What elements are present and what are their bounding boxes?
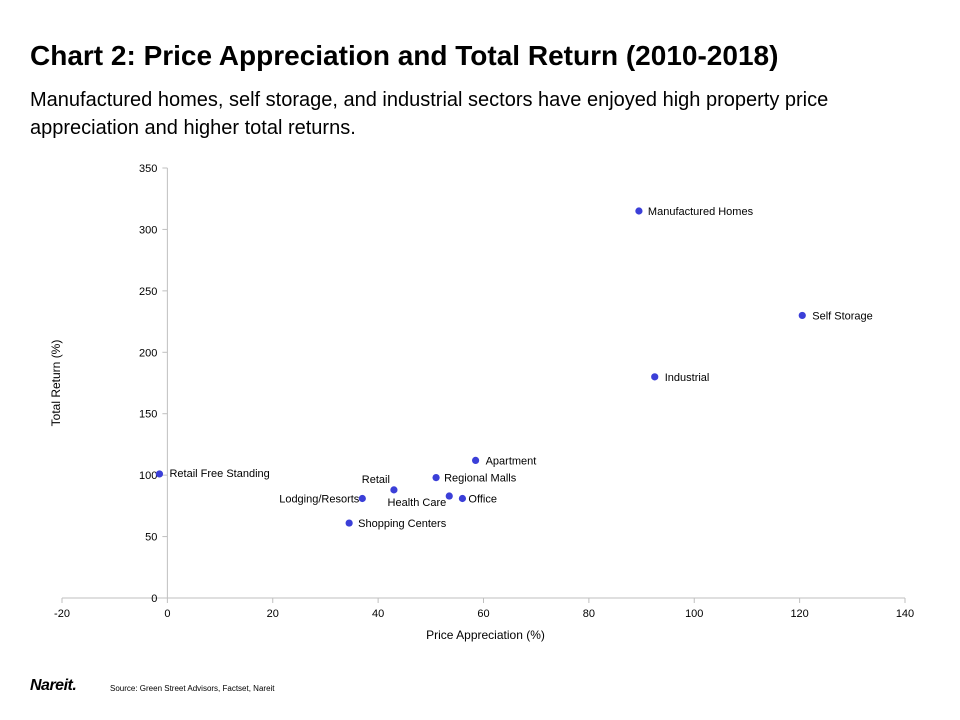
point-label-lodging-resorts: Lodging/Resorts: [279, 493, 360, 505]
x-tick-label: 80: [583, 608, 595, 620]
point-label-retail: Retail: [362, 474, 390, 486]
point-apartment: [471, 456, 480, 464]
x-tick-label: 60: [477, 608, 489, 620]
y-tick-label: 350: [139, 163, 157, 175]
point-retail-free-standing: [155, 470, 164, 478]
point-label-shopping-centers: Shopping Centers: [358, 518, 447, 530]
point-shopping-centers: [345, 519, 353, 527]
point-health-care: [445, 492, 453, 500]
y-tick-label: 250: [139, 286, 157, 298]
point-industrial: [651, 373, 659, 381]
source-note: Source: Green Street Advisors, Factset, …: [110, 684, 275, 693]
x-tick-label: 20: [267, 608, 279, 620]
point-label-office: Office: [468, 493, 497, 505]
x-tick-label: 40: [372, 608, 384, 620]
point-label-apartment: Apartment: [486, 455, 537, 467]
x-tick-label: 120: [790, 608, 808, 620]
y-tick-label: 100: [139, 470, 157, 482]
y-axis-title: Total Return (%): [49, 340, 63, 427]
y-tick-label: 150: [139, 409, 157, 421]
y-tick-label: 50: [145, 532, 157, 544]
y-tick-label: 0: [151, 593, 157, 605]
nareit-logo: Nareit.: [30, 677, 77, 694]
point-label-self-storage: Self Storage: [812, 310, 873, 322]
point-label-manufactured-homes: Manufactured Homes: [648, 206, 754, 218]
x-tick-label: 0: [164, 608, 170, 620]
point-label-regional-malls: Regional Malls: [444, 473, 517, 485]
chart-subtitle: Manufactured homes, self storage, and in…: [30, 89, 829, 139]
x-axis-title: Price Appreciation (%): [426, 628, 545, 642]
point-office: [458, 494, 467, 503]
x-tick-label: 100: [685, 608, 703, 620]
x-tick-label: 140: [896, 608, 914, 620]
point-self-storage: [798, 311, 806, 320]
point-retail: [390, 486, 398, 494]
point-label-health-care: Health Care: [388, 497, 447, 509]
point-regional-malls: [432, 474, 440, 482]
point-label-retail-free-standing: Retail Free Standing: [169, 468, 269, 480]
point-lodging-resorts: [358, 494, 366, 503]
y-tick-label: 200: [139, 347, 157, 359]
point-manufactured-homes: [635, 207, 643, 215]
x-tick-label: -20: [54, 608, 70, 620]
point-label-industrial: Industrial: [665, 372, 710, 384]
y-tick-label: 300: [139, 224, 157, 236]
chart-title: Chart 2: Price Appreciation and Total Re…: [30, 40, 779, 71]
